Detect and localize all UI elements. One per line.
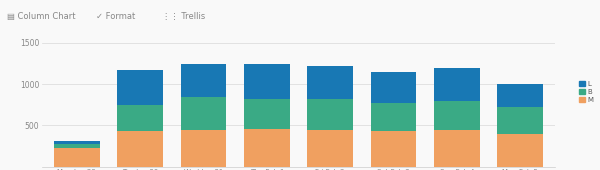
Bar	[434, 101, 479, 130]
Bar	[54, 143, 100, 148]
Bar	[434, 130, 479, 167]
Bar	[244, 129, 290, 167]
Bar	[371, 103, 416, 131]
Text: ⋮⋮ Trellis: ⋮⋮ Trellis	[162, 12, 205, 21]
Bar	[434, 68, 479, 101]
Bar	[307, 66, 353, 99]
Bar	[307, 130, 353, 167]
Bar	[244, 99, 290, 129]
Bar	[118, 131, 163, 167]
Bar	[497, 134, 543, 167]
Bar	[118, 105, 163, 131]
Bar	[54, 148, 100, 167]
Bar	[118, 70, 163, 105]
Bar	[307, 99, 353, 130]
Bar	[371, 131, 416, 167]
Bar	[181, 130, 226, 167]
Bar	[371, 72, 416, 103]
Bar	[54, 141, 100, 143]
Bar	[244, 64, 290, 99]
Bar	[181, 64, 226, 97]
Text: ✓ Format: ✓ Format	[96, 12, 135, 21]
Bar	[181, 97, 226, 130]
Bar	[497, 84, 543, 107]
Text: ▤ Column Chart: ▤ Column Chart	[7, 12, 76, 21]
Legend: L, B, M: L, B, M	[577, 80, 595, 104]
Bar	[497, 107, 543, 134]
